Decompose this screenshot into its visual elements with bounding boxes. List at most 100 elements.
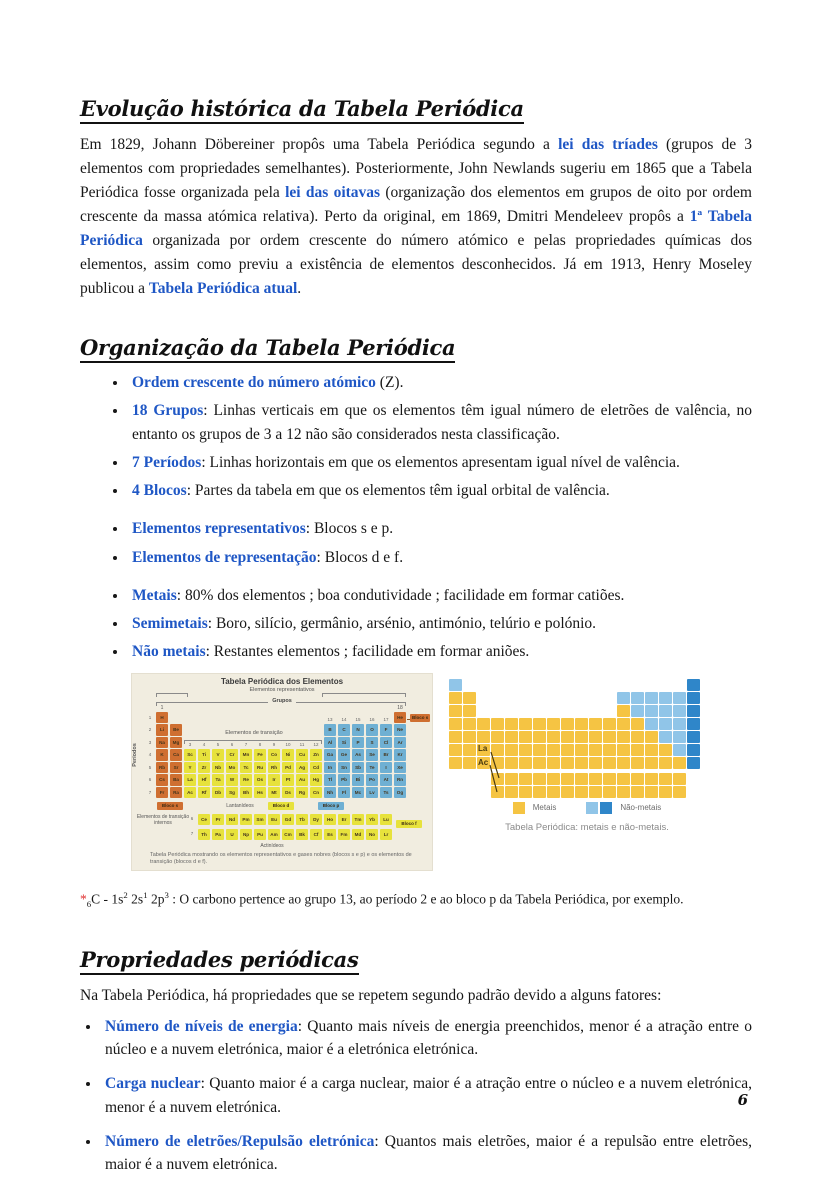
element-cell — [561, 772, 574, 785]
grid-number: 10 — [285, 742, 291, 748]
element-cell — [631, 704, 644, 717]
element-cell — [631, 785, 644, 798]
text-segment: : Quanto maior é a carga nuclear, maior … — [105, 1075, 753, 1116]
page-number: 6 — [737, 1091, 748, 1109]
bloco-p-label: Bloco p — [318, 801, 344, 810]
transicao-internos-label: Elementos de transição internos — [136, 813, 190, 827]
element-cell: K — [156, 749, 168, 761]
element-cell — [519, 785, 532, 798]
element-cell — [505, 772, 518, 785]
element-cell — [505, 756, 518, 769]
element-cell: Th — [198, 828, 210, 841]
footnote-carbon-example: *6C - 1s2 2s1 2p3 : O carbono pertence a… — [80, 890, 752, 909]
text-segment: 18 Grupos — [132, 402, 204, 420]
grid-number: 14 — [341, 717, 347, 723]
legend-nao-metais-label: Não-metais — [620, 803, 662, 813]
text-segment: C - 1s — [91, 891, 124, 907]
list-item: Semimetais: Boro, silício, germânio, ars… — [128, 612, 752, 635]
element-cell — [673, 717, 686, 730]
text-segment: : Linhas verticais em que os elementos t… — [132, 402, 752, 443]
element-cell: B — [324, 724, 336, 736]
element-cell — [589, 730, 602, 743]
element-cell — [575, 730, 588, 743]
element-cell — [505, 730, 518, 743]
element-cell — [631, 717, 644, 730]
list-item: 7 Períodos: Linhas horizontais em que os… — [128, 451, 752, 474]
metais-swatch — [512, 801, 525, 814]
organization-bullets-metals: Metais: 80% dos elementos ; boa condutiv… — [80, 584, 752, 664]
element-cell: Mt — [268, 786, 280, 799]
element-cell: Cf — [310, 828, 322, 841]
element-cell: Pa — [212, 828, 224, 841]
element-cell: Ca — [170, 749, 182, 761]
element-cell — [491, 717, 504, 730]
element-cell — [589, 717, 602, 730]
element-cell: Mc — [352, 786, 364, 799]
grid-number: 3 — [188, 742, 192, 748]
element-cell: Os — [254, 774, 266, 786]
grid-number: 1 — [148, 714, 152, 720]
text-segment: : Linhas horizontais em que os elementos… — [201, 453, 680, 471]
element-cell: Rg — [296, 786, 308, 799]
element-cell: Mo — [226, 761, 238, 774]
element-cell — [491, 756, 504, 769]
element-cell — [477, 743, 490, 756]
element-cell — [449, 717, 462, 730]
element-cell: Ac — [184, 786, 196, 799]
grid-number: 16 — [369, 717, 375, 723]
grid-number: 6 — [230, 742, 234, 748]
element-cell: Li — [156, 724, 168, 736]
element-cell: Ir — [268, 774, 280, 786]
text-segment: : 80% dos elementos ; boa condutividade … — [176, 586, 625, 604]
bloco-s-label: Bloco s — [157, 801, 183, 810]
element-cell: Ho — [324, 813, 336, 826]
element-cell: Pt — [282, 774, 294, 786]
element-cell: Lr — [380, 828, 392, 841]
element-cell — [617, 756, 630, 769]
element-cell — [645, 691, 658, 704]
element-cell: At — [380, 774, 392, 786]
element-cell: La — [184, 774, 196, 786]
element-cell: Nb — [212, 761, 224, 774]
element-cell: Sr — [170, 761, 182, 774]
history-paragraph: Em 1829, Johann Döbereiner propôs uma Ta… — [80, 133, 752, 301]
element-cell: Ta — [212, 774, 224, 786]
element-cell: Rn — [394, 774, 406, 786]
bloco-d-label: Bloco d — [268, 801, 294, 810]
text-segment: Elementos de representação — [132, 548, 317, 566]
grid-number: 12 — [313, 742, 319, 748]
element-cell: Eu — [268, 813, 280, 826]
text-segment: (Z). — [375, 374, 404, 392]
element-cell — [659, 756, 672, 769]
element-cell: F — [380, 724, 392, 736]
element-cell: Dy — [310, 813, 322, 826]
element-cell — [659, 730, 672, 743]
element-cell: Co — [268, 749, 280, 761]
text-segment: Número de eletrões/Repulsão eletrónica — [105, 1132, 375, 1150]
bloco-s-label-top: Bloco s — [410, 713, 431, 722]
element-cell: Bi — [352, 774, 364, 786]
element-cell — [645, 756, 658, 769]
list-item: Elementos representativos: Blocos s e p. — [128, 517, 752, 540]
element-cell — [617, 772, 630, 785]
grid-number: 9 — [272, 742, 276, 748]
element-cell: C — [338, 724, 350, 736]
element-cell — [673, 691, 686, 704]
element-cell: Br — [380, 749, 392, 761]
element-cell — [505, 785, 518, 798]
text-segment: lei das tríades — [558, 136, 658, 153]
element-cell: Se — [366, 749, 378, 761]
element-cell — [617, 730, 630, 743]
text-segment: : Blocos d e f. — [316, 548, 404, 566]
element-cell: Fe — [254, 749, 266, 761]
element-cell: Nd — [226, 813, 238, 826]
text-segment: : Blocos s e p. — [305, 520, 394, 538]
element-cell — [603, 743, 616, 756]
element-cell — [589, 756, 602, 769]
element-cell: Tm — [352, 813, 364, 826]
element-cell — [561, 730, 574, 743]
figure1-periodos-label: Períodos — [131, 742, 138, 767]
element-cell: Sc — [184, 749, 196, 761]
text-segment: Semimetais — [132, 615, 208, 633]
text-segment: . — [297, 280, 302, 298]
